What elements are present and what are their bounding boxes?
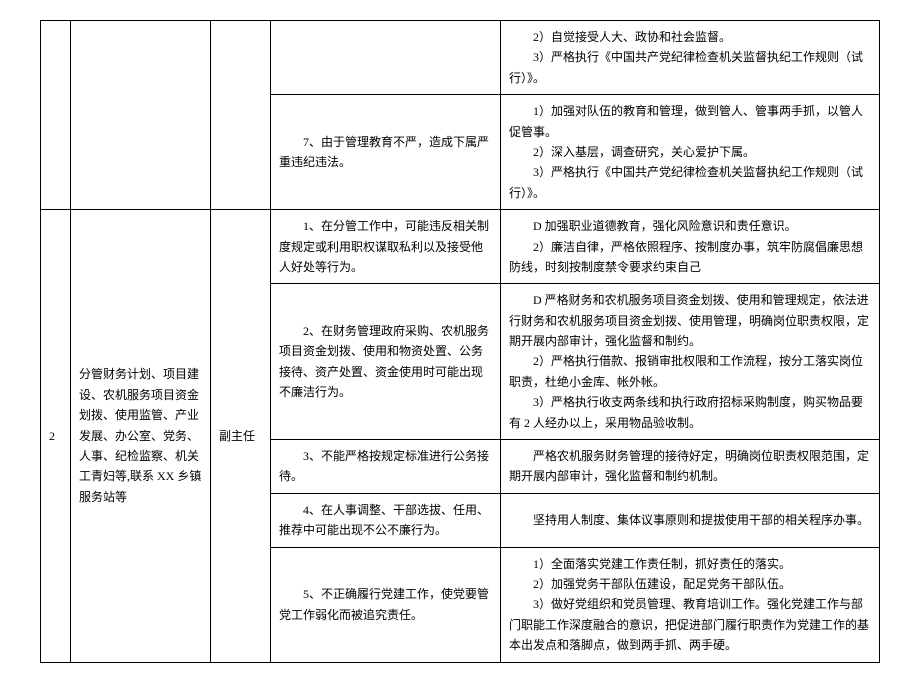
table-row: 2 分管财务计划、项目建设、农机服务项目资金划拨、使用监管、产业发展、办公室、党… [41,210,880,284]
cell-measure: 1）加强对队伍的教育和管理，做到管人、管事两手抓，以管人促管事。 2）深入基层，… [501,95,880,210]
cell-num: 2 [41,210,71,662]
cell-num [41,21,71,210]
table-row: 2）自觉接受人大、政协和社会监督。 3）严格执行《中国共产党纪律检查机关监督执纪… [41,21,880,95]
cell-measure: 坚持用人制度、集体议事原则和提拔使用干部的相关程序办事。 [501,493,880,547]
cell-risk [271,21,501,95]
cell-role [211,21,271,210]
document-table: 2）自觉接受人大、政协和社会监督。 3）严格执行《中国共产党纪律检查机关监督执纪… [40,20,880,663]
cell-risk: 2、在财务管理政府采购、农机服务项目资金划拨、使用和物资处置、公务接待、资产处置… [271,284,501,440]
cell-dept [71,21,211,210]
cell-risk: 7、由于管理教育不严，造成下属严重违纪违法。 [271,95,501,210]
cell-measure: 2）自觉接受人大、政协和社会监督。 3）严格执行《中国共产党纪律检查机关监督执纪… [501,21,880,95]
cell-dept: 分管财务计划、项目建设、农机服务项目资金划拨、使用监管、产业发展、办公室、党务、… [71,210,211,662]
cell-role: 副主任 [211,210,271,662]
cell-risk: 3、不能严格按规定标准进行公务接待。 [271,440,501,494]
cell-risk: 1、在分管工作中，可能违反相关制度规定或利用职权谋取私利以及接受他人好处等行为。 [271,210,501,284]
cell-risk: 5、不正确履行党建工作，使党要管党工作弱化而被追究责任。 [271,547,501,662]
cell-measure: D 加强职业道德教育，强化风险意识和责任意识。 2）廉洁自律，严格依照程序、按制… [501,210,880,284]
cell-risk: 4、在人事调整、干部选拔、任用、推荐中可能出现不公不廉行为。 [271,493,501,547]
cell-measure: 严格农机服务财务管理的接待好定，明确岗位职责权限范围，定期开展内部审计，强化监督… [501,440,880,494]
cell-measure: D 严格财务和农机服务项目资金划拨、使用和管理规定，依法进行财务和农机服务项目资… [501,284,880,440]
cell-measure: 1）全面落实党建工作责任制，抓好责任的落实。 2）加强党务干部队伍建设，配足党务… [501,547,880,662]
